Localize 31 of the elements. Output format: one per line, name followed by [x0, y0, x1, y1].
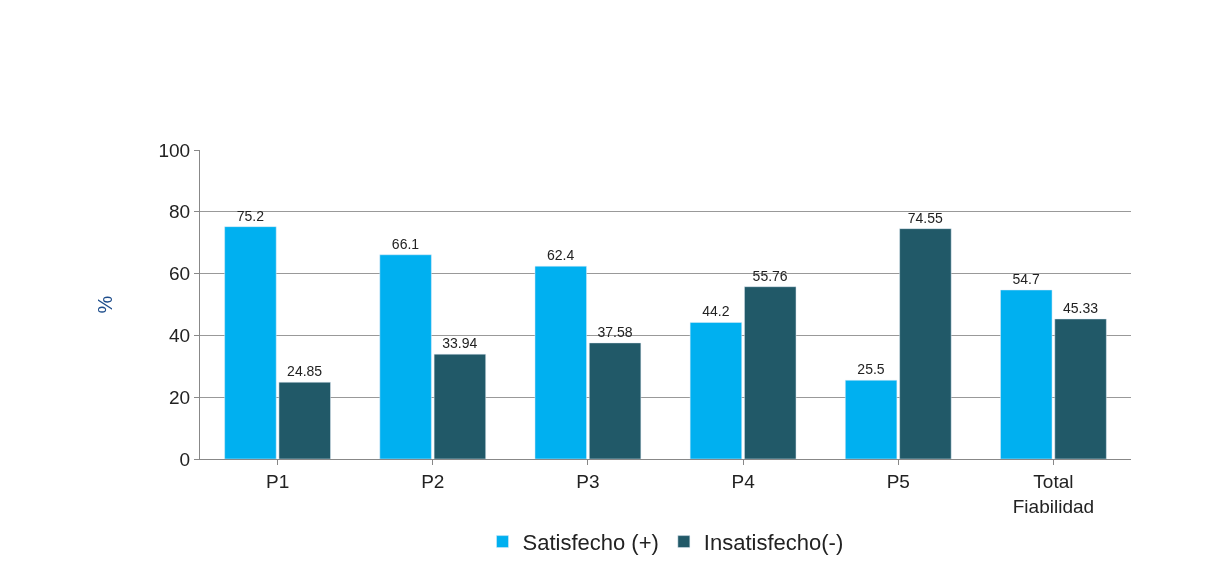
data-label: 66.1 — [391, 235, 420, 252]
x-tick-label: P2 — [421, 470, 445, 492]
y-tick-label: 0 — [179, 448, 191, 470]
bar — [689, 322, 742, 459]
data-label: 54.7 — [1012, 270, 1040, 287]
data-label: 24.85 — [287, 363, 323, 380]
data-label: 37.58 — [597, 323, 633, 340]
x-tick-label: P3 — [576, 470, 600, 492]
x-tick-label: P4 — [731, 470, 756, 492]
data-label: 44.2 — [702, 303, 730, 320]
data-label: 55.76 — [752, 267, 788, 284]
data-label: 62.4 — [547, 247, 575, 264]
y-axis-title: % — [94, 295, 116, 314]
y-tick-label: 20 — [169, 386, 191, 408]
data-label: 25.5 — [857, 361, 885, 378]
bar — [744, 286, 797, 459]
x-tick-label: P5 — [886, 470, 910, 492]
bar — [534, 265, 587, 459]
x-tick-label: P1 — [265, 470, 290, 492]
x-tick-label: Total Fiabilidad — [1012, 470, 1095, 517]
legend-label: Insatisfecho(-) — [703, 530, 844, 556]
bar — [589, 342, 642, 459]
data-label: 75.2 — [236, 207, 265, 224]
legend-label: Satisfecho (+) — [522, 530, 659, 556]
data-label: 45.33 — [1062, 299, 1099, 316]
y-tick-label: 100 — [158, 139, 191, 161]
data-label: 74.55 — [907, 209, 944, 226]
y-tick-label: 60 — [169, 263, 191, 285]
y-tick-label: 80 — [169, 201, 191, 223]
y-tick-label: 40 — [169, 325, 191, 347]
data-label: 33.94 — [442, 335, 478, 352]
